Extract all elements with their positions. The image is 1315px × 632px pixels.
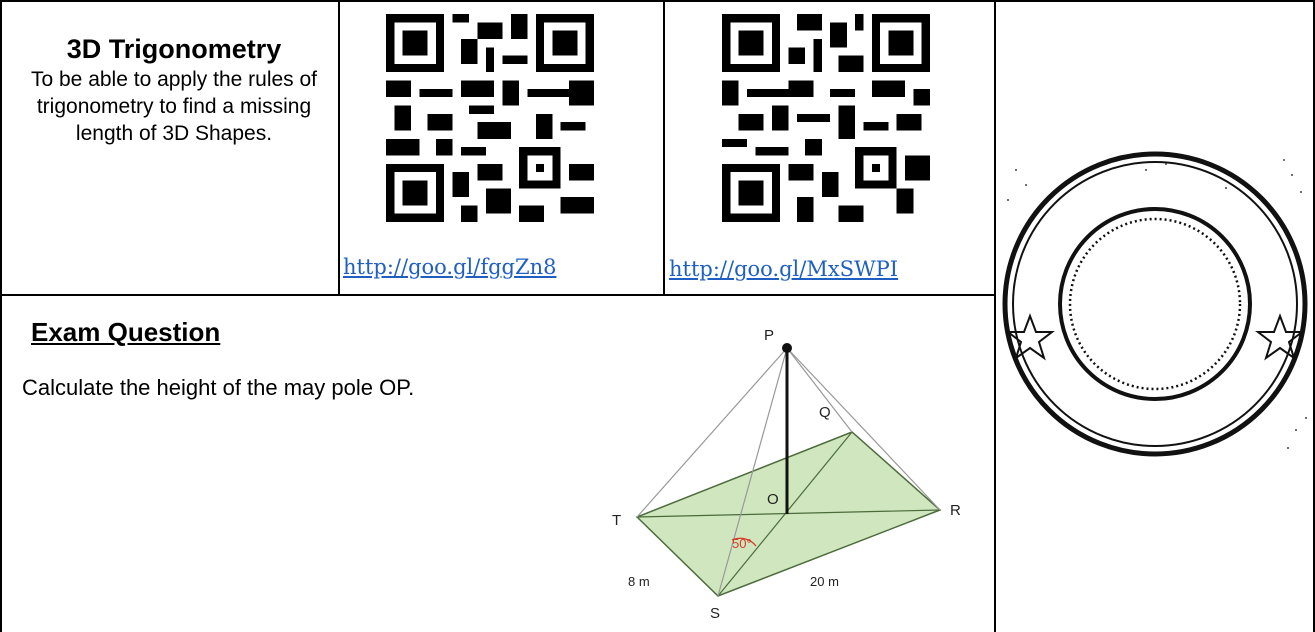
title-cell: 3D Trigonometry To be able to apply the … [14, 32, 334, 147]
border-right [1313, 0, 1315, 632]
label-p: P [764, 327, 774, 344]
qr-code-1[interactable] [386, 14, 594, 222]
decorative-stamp [996, 130, 1314, 470]
exam-question: Calculate the height of the may pole OP. [22, 375, 415, 400]
label-r: R [950, 502, 961, 519]
border-top [0, 0, 1315, 2]
resource-link-2[interactable]: http://goo.gl/MxSWPI [669, 257, 899, 281]
label-q: Q [819, 404, 831, 421]
divider-col-3 [994, 0, 996, 632]
label-side-ts: 8 m [628, 574, 650, 589]
exam-heading: Exam Question [31, 317, 221, 347]
pyramid-diagram: P Q O T R S 50° 8 m 20 m [590, 320, 980, 620]
divider-row [0, 294, 996, 296]
label-s: S [710, 605, 720, 620]
label-angle: 50° [732, 536, 752, 551]
divider-col-1 [338, 0, 340, 296]
page-title: 3D Trigonometry [66, 34, 282, 64]
learning-objective: To be able to apply the rules of trigono… [30, 68, 318, 145]
resource-link-1[interactable]: http://goo.gl/fggZn8 [343, 255, 557, 279]
qr-code-2[interactable] [722, 14, 930, 222]
label-side-sr: 20 m [810, 574, 839, 589]
border-left [0, 0, 2, 632]
divider-col-2 [663, 0, 665, 296]
label-o: O [767, 491, 779, 508]
label-t: T [612, 512, 621, 529]
